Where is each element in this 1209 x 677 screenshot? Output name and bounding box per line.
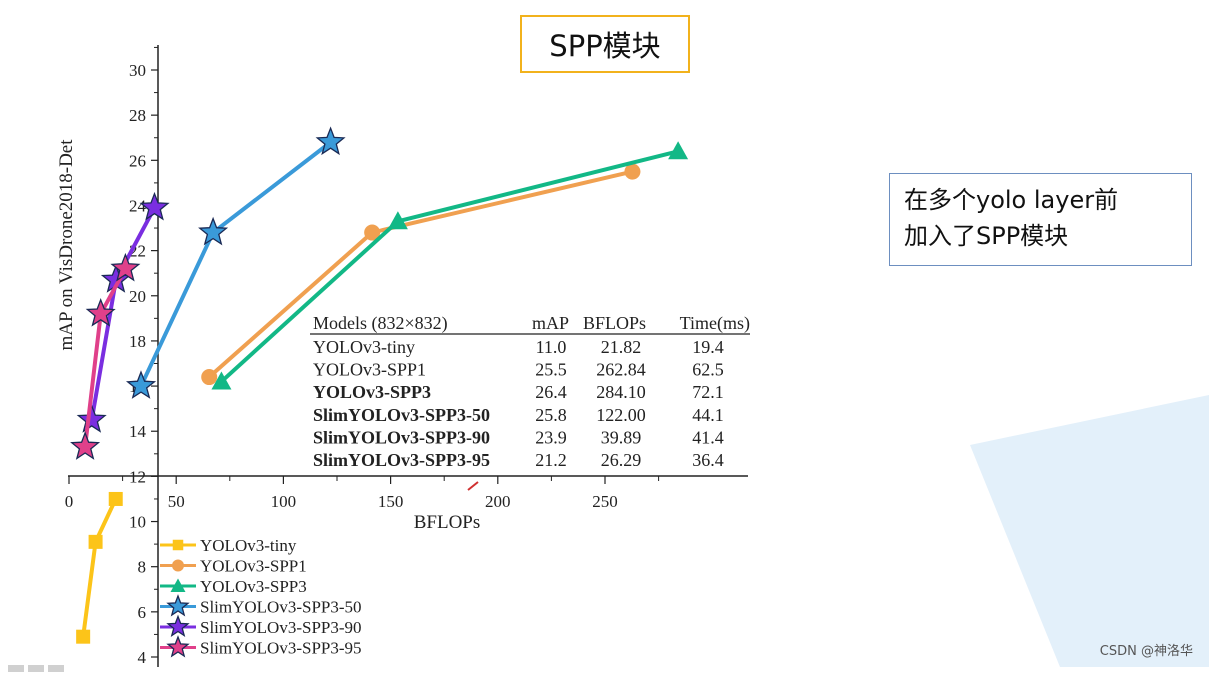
legend-marker bbox=[172, 559, 184, 572]
data-point bbox=[364, 224, 381, 241]
note-box: 在多个yolo layer前 加入了SPP模块 bbox=[889, 173, 1192, 266]
legend-marker bbox=[166, 635, 190, 658]
x-tick-label: 50 bbox=[168, 492, 185, 511]
table-header: Time(ms) bbox=[680, 313, 750, 334]
y-tick-label: 12 bbox=[129, 467, 146, 486]
table-cell: 262.84 bbox=[596, 360, 646, 380]
table-cell: 26.29 bbox=[601, 450, 642, 470]
legend-label: SlimYOLOv3-SPP3-95 bbox=[200, 639, 362, 658]
y-tick-label: 4 bbox=[138, 648, 147, 667]
table-header: mAP bbox=[532, 313, 569, 333]
x-tick-label: 100 bbox=[271, 492, 297, 511]
table-cell: 25.8 bbox=[535, 405, 567, 425]
table-cell: YOLOv3-tiny bbox=[313, 337, 415, 357]
y-axis-label: mAP on VisDrone2018-Det bbox=[56, 139, 77, 351]
y-tick-label: 14 bbox=[129, 422, 147, 441]
slide-progress-dots bbox=[8, 659, 88, 672]
slide-title: SPP模块 bbox=[520, 15, 690, 73]
series-line bbox=[207, 169, 633, 379]
table-cell: SlimYOLOv3-SPP3-50 bbox=[313, 405, 490, 425]
y-tick-label: 28 bbox=[129, 106, 146, 125]
table-cell: 25.5 bbox=[535, 360, 567, 380]
table-cell: 36.4 bbox=[692, 450, 724, 470]
data-point bbox=[125, 370, 157, 399]
x-tick-label: 0 bbox=[65, 492, 74, 511]
legend-marker bbox=[166, 594, 190, 617]
table-header: BFLOPs bbox=[583, 313, 646, 333]
data-point bbox=[211, 371, 232, 390]
x-tick-label: 200 bbox=[485, 492, 511, 511]
data-point bbox=[201, 369, 218, 386]
legend-label: YOLOv3-tiny bbox=[200, 536, 297, 555]
table-cell: 21.82 bbox=[601, 337, 642, 357]
table-cell: 122.00 bbox=[596, 405, 646, 425]
y-tick-label: 8 bbox=[138, 558, 147, 577]
table-cell: SlimYOLOv3-SPP3-90 bbox=[313, 427, 490, 447]
data-point bbox=[85, 297, 116, 327]
data-point bbox=[668, 141, 689, 160]
table-cell: 19.4 bbox=[692, 337, 724, 357]
table-cell: 26.4 bbox=[535, 382, 567, 402]
table-cell: YOLOv3-SPP1 bbox=[313, 360, 426, 380]
data-point bbox=[76, 404, 107, 433]
data-point bbox=[198, 216, 229, 246]
table-cell: 21.2 bbox=[535, 450, 567, 470]
series-line bbox=[81, 498, 118, 637]
y-tick-label: 24 bbox=[129, 196, 147, 215]
y-tick-label: 30 bbox=[129, 61, 146, 80]
note-line: 加入了SPP模块 bbox=[904, 222, 1069, 250]
data-point bbox=[70, 431, 101, 460]
table-cell: 44.1 bbox=[692, 405, 724, 425]
cursor-mark bbox=[467, 481, 479, 491]
legend-label: SlimYOLOv3-SPP3-50 bbox=[200, 598, 362, 617]
legend-marker bbox=[172, 539, 184, 551]
table-header: Models (832×832) bbox=[313, 313, 448, 334]
table-cell: 72.1 bbox=[692, 382, 724, 402]
legend-marker bbox=[166, 614, 190, 637]
data-point bbox=[108, 491, 123, 506]
table-cell: 23.9 bbox=[535, 427, 567, 447]
table-cell: YOLOv3-SPP3 bbox=[313, 382, 431, 402]
x-tick-label: 150 bbox=[378, 492, 404, 511]
y-tick-label: 20 bbox=[129, 287, 146, 306]
legend-label: SlimYOLOv3-SPP3-90 bbox=[200, 618, 362, 637]
y-tick-label: 18 bbox=[129, 332, 146, 351]
table-cell: 62.5 bbox=[692, 360, 724, 380]
legend-marker bbox=[170, 578, 186, 592]
note-line: 在多个yolo layer前 bbox=[904, 186, 1119, 214]
data-point bbox=[315, 126, 346, 156]
table-cell: 284.10 bbox=[596, 382, 646, 402]
table-cell: 11.0 bbox=[536, 337, 567, 357]
data-point bbox=[387, 211, 408, 230]
data-point bbox=[110, 252, 141, 282]
table-cell: SlimYOLOv3-SPP3-95 bbox=[313, 450, 490, 470]
watermark: CSDN @神洛华 bbox=[1099, 644, 1193, 659]
table-cell: 39.89 bbox=[601, 427, 642, 447]
legend-label: YOLOv3-SPP3 bbox=[200, 577, 307, 596]
legend-label: YOLOv3-SPP1 bbox=[200, 557, 307, 576]
y-tick-label: 10 bbox=[129, 513, 146, 532]
data-point bbox=[624, 163, 641, 180]
table-cell: 41.4 bbox=[692, 427, 724, 447]
data-point bbox=[139, 191, 170, 221]
x-axis-label: BFLOPs bbox=[414, 512, 481, 533]
data-point bbox=[88, 534, 103, 549]
y-tick-label: 26 bbox=[129, 151, 146, 170]
series-line bbox=[139, 140, 332, 387]
x-tick-label: 250 bbox=[592, 492, 618, 511]
y-tick-label: 6 bbox=[138, 603, 147, 622]
data-point bbox=[76, 629, 91, 644]
